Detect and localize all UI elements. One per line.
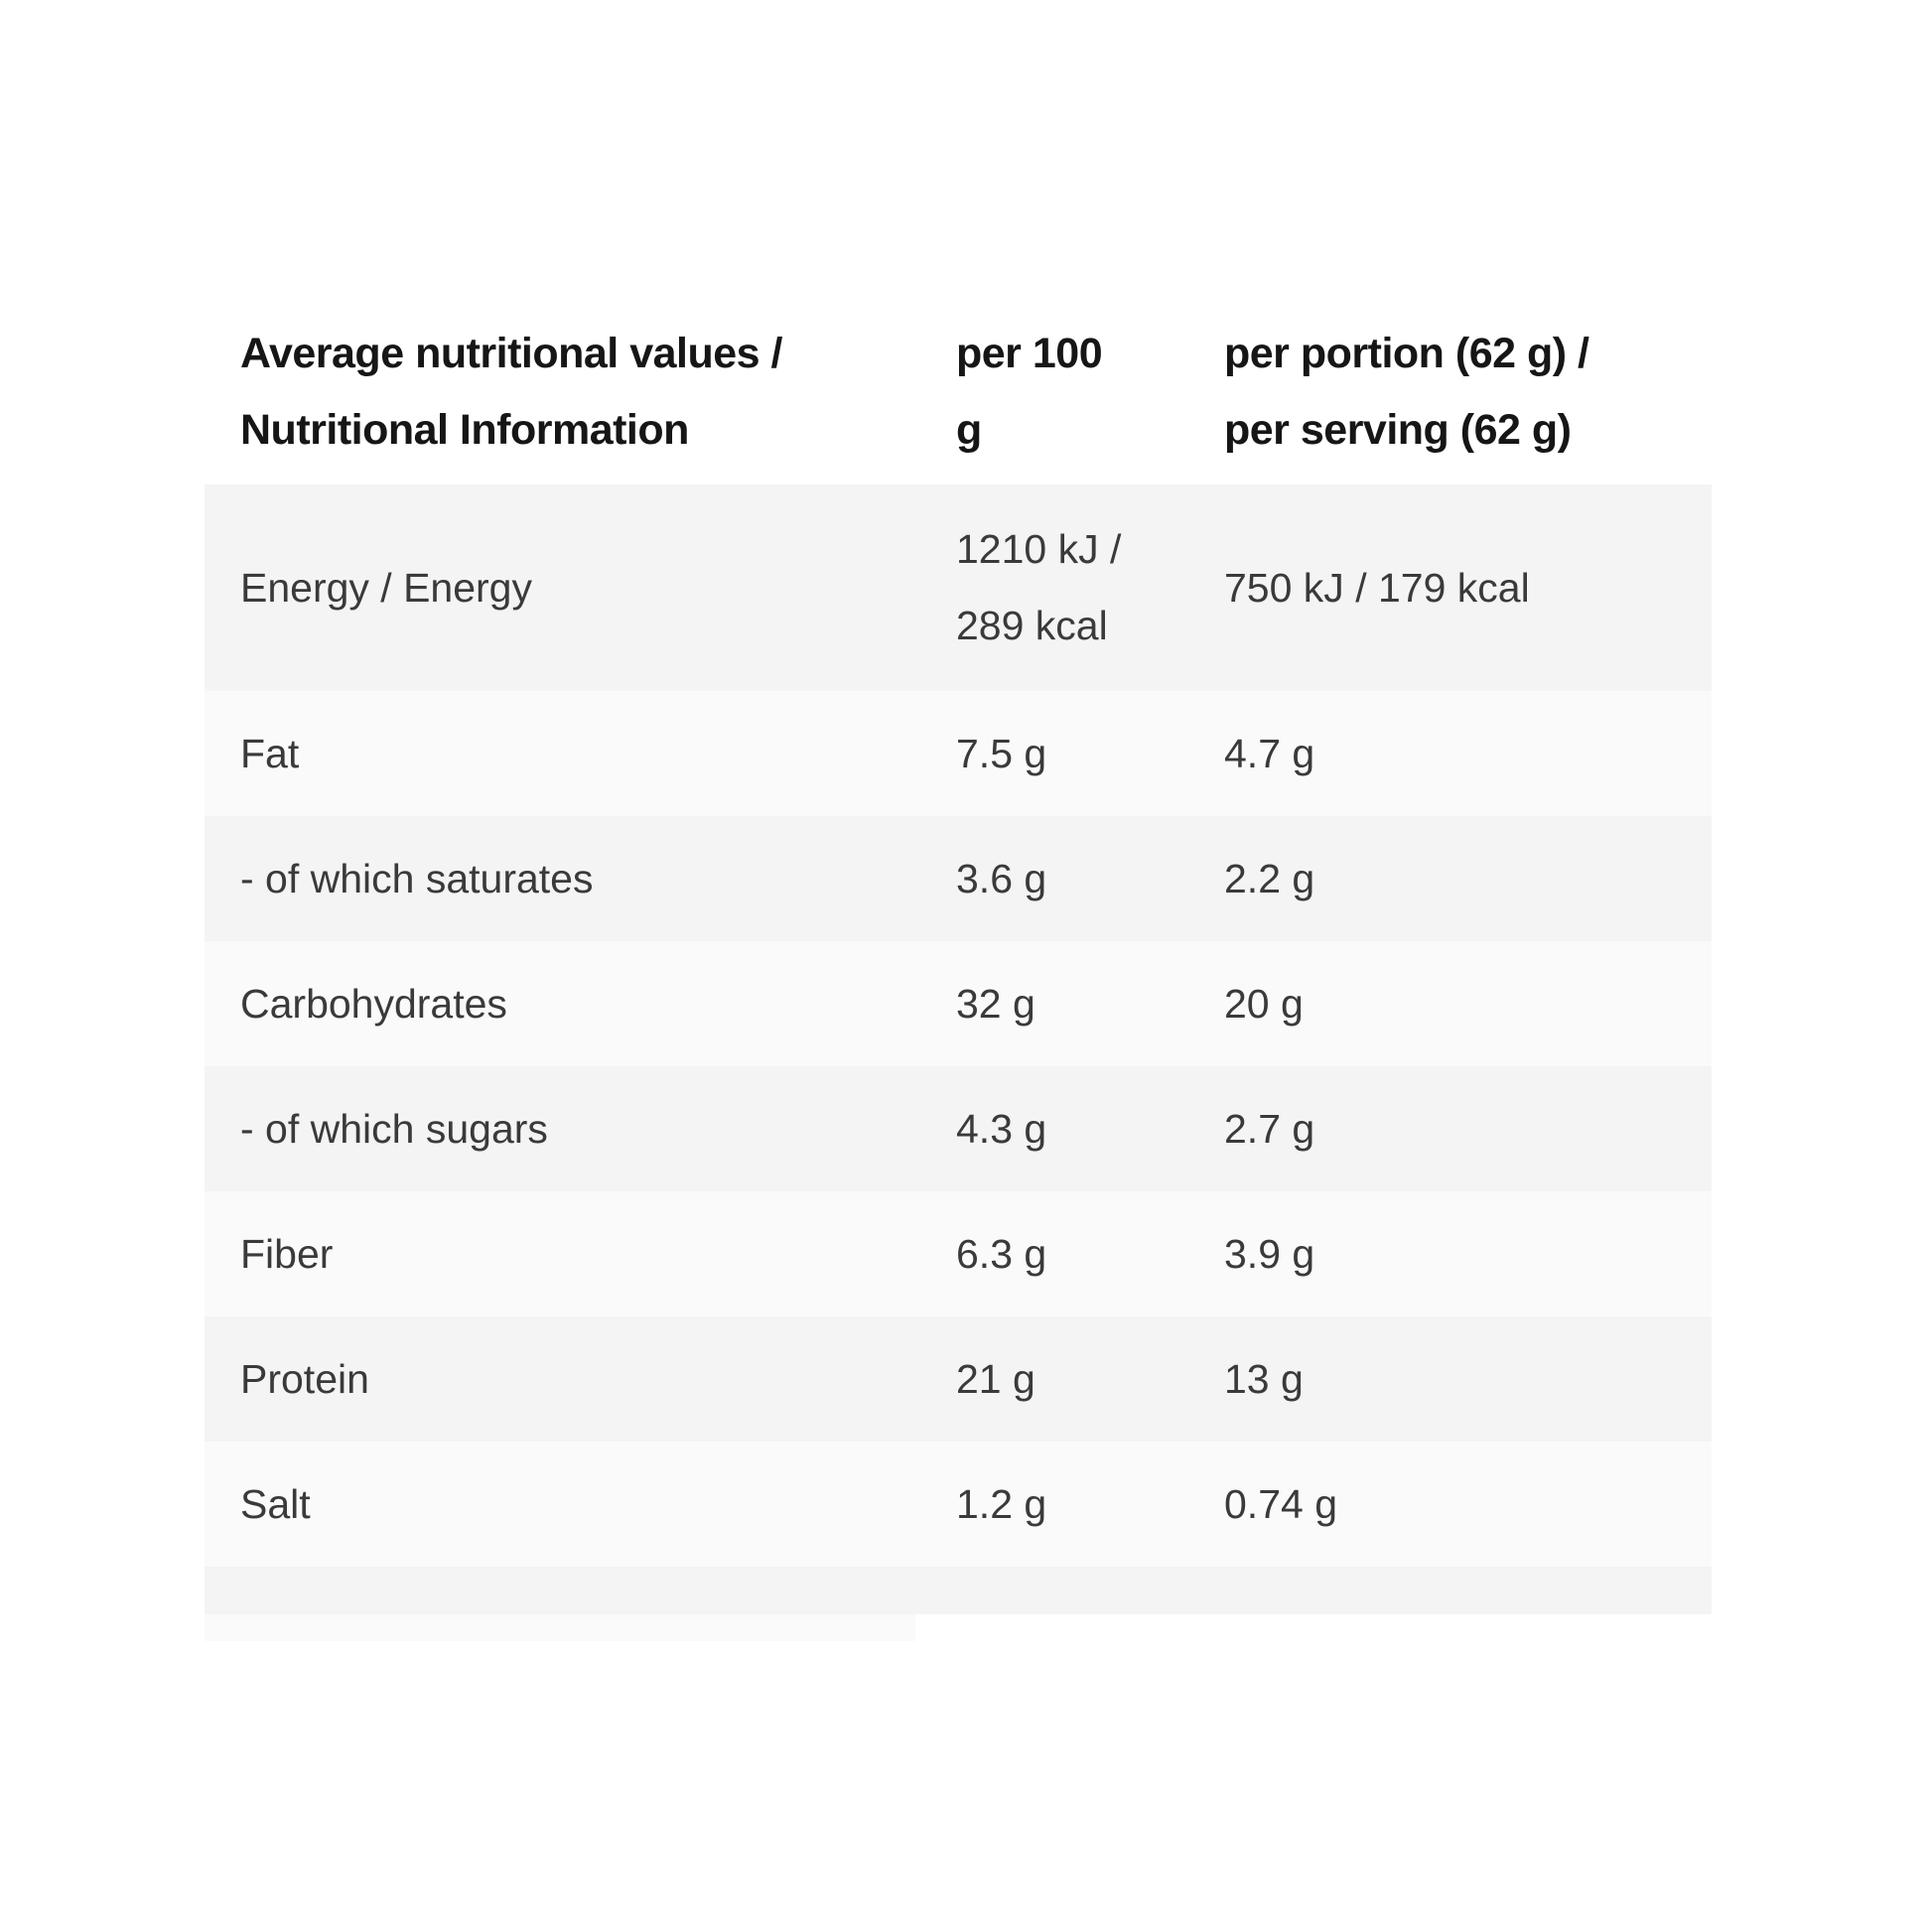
per-100g-value: 7.5 g	[956, 730, 1047, 776]
per-portion-value: 13 g	[1224, 1355, 1304, 1402]
table-row-saturates: - of which saturates 3.6 g 2.2 g	[205, 816, 1712, 941]
table-row-sugars: - of which sugars 4.3 g 2.7 g	[205, 1066, 1712, 1191]
per-100g-value: 3.6 g	[956, 855, 1047, 901]
header-per-portion-column: per portion (62 g) / per serving (62 g)	[1224, 330, 1589, 454]
table-body: Energy / Energy 1210 kJ / 289 kcal 750 k…	[205, 484, 1712, 1567]
row-label: Energy / Energy	[240, 564, 532, 611]
per-portion-value: 750 kJ / 179 kcal	[1224, 564, 1530, 611]
header-per-100g-column: per 100 g	[956, 330, 1103, 454]
row-label: - of which sugars	[240, 1105, 548, 1152]
row-label: Salt	[240, 1480, 311, 1527]
cutoff-row-stub	[205, 1614, 915, 1641]
row-label: Fiber	[240, 1230, 334, 1277]
per-100g-value: 32 g	[956, 980, 1035, 1027]
header-nutrient-column: Average nutritional values / Nutritional…	[240, 330, 782, 454]
per-portion-value: 4.7 g	[1224, 730, 1315, 776]
table-header-row: Average nutritional values / Nutritional…	[205, 294, 1712, 484]
row-label: Protein	[240, 1355, 369, 1402]
table-row-salt: Salt 1.2 g 0.74 g	[205, 1442, 1712, 1567]
per-portion-value: 2.2 g	[1224, 855, 1315, 901]
per-portion-value: 2.7 g	[1224, 1105, 1315, 1152]
per-100g-value: 6.3 g	[956, 1230, 1047, 1277]
cutoff-empty-row	[205, 1567, 1712, 1614]
per-portion-value: 20 g	[1224, 980, 1304, 1027]
per-portion-value: 3.9 g	[1224, 1230, 1315, 1277]
table-row-fat: Fat 7.5 g 4.7 g	[205, 691, 1712, 816]
row-label: - of which saturates	[240, 855, 594, 901]
table-row-energy: Energy / Energy 1210 kJ / 289 kcal 750 k…	[205, 484, 1712, 691]
per-100g-value: 1210 kJ / 289 kcal	[956, 526, 1122, 648]
table-row-carbohydrates: Carbohydrates 32 g 20 g	[205, 941, 1712, 1066]
per-100g-value: 4.3 g	[956, 1105, 1047, 1152]
per-100g-value: 21 g	[956, 1355, 1035, 1402]
row-label: Fat	[240, 730, 300, 776]
per-100g-value: 1.2 g	[956, 1480, 1047, 1527]
table-row-fiber: Fiber 6.3 g 3.9 g	[205, 1191, 1712, 1316]
row-label: Carbohydrates	[240, 980, 507, 1027]
table-row-protein: Protein 21 g 13 g	[205, 1316, 1712, 1442]
nutrition-table: Average nutritional values / Nutritional…	[205, 294, 1712, 1641]
per-portion-value: 0.74 g	[1224, 1480, 1337, 1527]
